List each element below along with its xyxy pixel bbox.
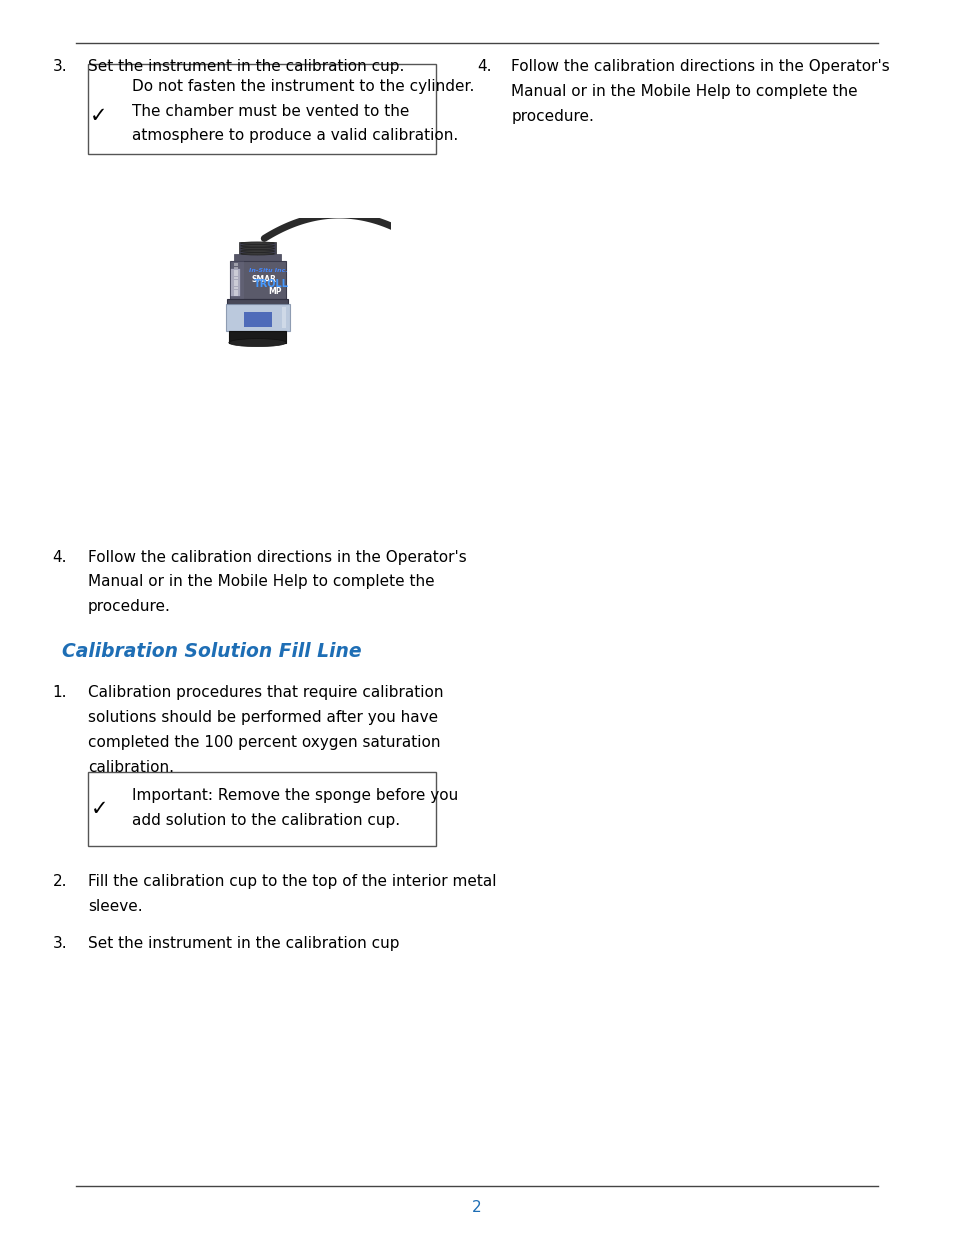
Bar — [281, 306, 285, 329]
Bar — [230, 270, 243, 280]
Text: Set the instrument in the calibration cup: Set the instrument in the calibration cu… — [88, 936, 399, 951]
Ellipse shape — [229, 338, 286, 347]
Bar — [230, 261, 243, 270]
Bar — [88, 64, 436, 154]
Text: sleeve.: sleeve. — [88, 899, 142, 914]
Text: Calibration procedures that require calibration: Calibration procedures that require cali… — [88, 685, 443, 700]
Bar — [233, 290, 237, 293]
Bar — [88, 772, 436, 846]
FancyBboxPatch shape — [227, 299, 288, 304]
Text: add solution to the calibration cup.: add solution to the calibration cup. — [132, 813, 399, 827]
Ellipse shape — [240, 253, 274, 254]
Bar — [233, 294, 237, 296]
Text: The chamber must be vented to the: The chamber must be vented to the — [132, 104, 409, 119]
Text: 2.: 2. — [52, 874, 67, 889]
Text: In-Situ Inc.: In-Situ Inc. — [249, 268, 288, 273]
Ellipse shape — [240, 247, 274, 249]
Text: atmosphere to produce a valid calibration.: atmosphere to produce a valid calibratio… — [132, 128, 457, 143]
Text: procedure.: procedure. — [511, 109, 594, 124]
Bar — [243, 312, 272, 326]
Text: 4.: 4. — [476, 59, 491, 74]
Text: ✓: ✓ — [90, 106, 107, 126]
Bar — [233, 280, 237, 283]
Text: procedure.: procedure. — [88, 599, 171, 614]
Text: MP: MP — [268, 287, 281, 295]
Text: 4.: 4. — [52, 550, 67, 564]
Bar — [231, 269, 240, 296]
Text: SMAR: SMAR — [252, 274, 276, 284]
Text: Calibration Solution Fill Line: Calibration Solution Fill Line — [62, 642, 361, 661]
Text: calibration.: calibration. — [88, 760, 173, 774]
Text: Fill the calibration cup to the top of the interior metal: Fill the calibration cup to the top of t… — [88, 874, 496, 889]
FancyBboxPatch shape — [229, 331, 286, 342]
Bar — [233, 270, 237, 273]
Text: Manual or in the Mobile Help to complete the: Manual or in the Mobile Help to complete… — [511, 84, 857, 99]
Bar — [230, 289, 243, 299]
Text: 3.: 3. — [52, 936, 67, 951]
Text: TROLL: TROLL — [253, 279, 288, 289]
Text: Follow the calibration directions in the Operator's: Follow the calibration directions in the… — [511, 59, 889, 74]
Bar — [233, 277, 237, 279]
Text: 1.: 1. — [52, 685, 67, 700]
Ellipse shape — [240, 245, 274, 247]
Bar — [230, 280, 243, 289]
Bar — [233, 267, 237, 269]
FancyBboxPatch shape — [225, 304, 290, 331]
Text: Important: Remove the sponge before you: Important: Remove the sponge before you — [132, 788, 457, 803]
Ellipse shape — [240, 242, 274, 245]
Text: Follow the calibration directions in the Operator's: Follow the calibration directions in the… — [88, 550, 466, 564]
FancyBboxPatch shape — [234, 254, 280, 261]
Text: completed the 100 percent oxygen saturation: completed the 100 percent oxygen saturat… — [88, 735, 439, 750]
Bar — [233, 287, 237, 289]
Text: 3.: 3. — [52, 59, 67, 74]
Text: solutions should be performed after you have: solutions should be performed after you … — [88, 710, 437, 725]
Bar — [233, 284, 237, 285]
Text: Manual or in the Mobile Help to complete the: Manual or in the Mobile Help to complete… — [88, 574, 434, 589]
Text: 2: 2 — [472, 1200, 481, 1215]
Ellipse shape — [240, 249, 274, 252]
FancyBboxPatch shape — [238, 242, 276, 254]
Text: ✓: ✓ — [91, 799, 108, 819]
FancyBboxPatch shape — [230, 261, 285, 299]
Text: Do not fasten the instrument to the cylinder.: Do not fasten the instrument to the cyli… — [132, 79, 474, 94]
Bar — [233, 263, 237, 266]
Bar — [233, 273, 237, 275]
Text: Set the instrument in the calibration cup.: Set the instrument in the calibration cu… — [88, 59, 404, 74]
